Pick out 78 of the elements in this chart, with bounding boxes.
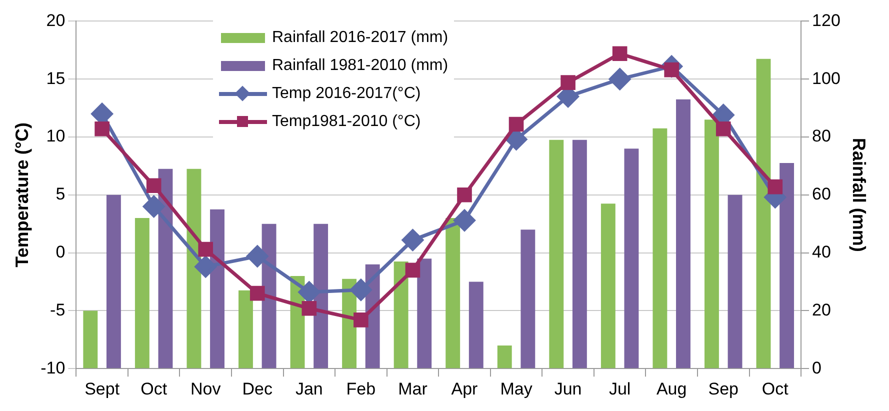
point: [457, 187, 472, 202]
point: [146, 178, 162, 194]
point: [402, 229, 424, 251]
bar: [676, 99, 690, 368]
point: [768, 179, 783, 194]
point: [612, 46, 628, 62]
bar: [704, 120, 719, 368]
x-tick-label: Mar: [398, 379, 428, 398]
bar: [728, 194, 742, 368]
y-axis-title: Temperature (°C): [12, 122, 32, 268]
bar: [600, 204, 616, 368]
point: [143, 196, 165, 218]
point: [302, 300, 317, 316]
legend-label: Rainfall 2016-2017 (mm): [272, 29, 448, 47]
bar: [210, 209, 224, 368]
y2-tick-label: 20: [812, 300, 831, 320]
y2-tick-label: 80: [812, 126, 831, 146]
point: [350, 279, 372, 301]
y-tick-label: 10: [46, 126, 66, 146]
bar: [549, 140, 564, 368]
bar: [572, 140, 587, 368]
bar: [497, 345, 512, 368]
x-tick-label: Dec: [242, 379, 273, 398]
bar: [134, 218, 150, 368]
y-tick-label: 0: [56, 242, 66, 262]
y-tick-label: 5: [56, 184, 66, 204]
bar: [780, 163, 794, 368]
point: [298, 281, 320, 303]
y2-tick-label: 60: [812, 184, 831, 204]
bar: [394, 261, 408, 368]
legend-label: Temp1981-2010 (°C): [272, 113, 421, 131]
point: [454, 210, 476, 232]
x-tick-label: Nov: [190, 379, 222, 398]
bar: [446, 218, 460, 368]
bar: [186, 168, 202, 368]
bar: [417, 258, 432, 368]
y2-tick-label: 0: [812, 358, 822, 378]
y2-tick-label: 40: [812, 242, 831, 262]
y2-axis-title: Rainfall (mm): [849, 138, 870, 252]
point: [194, 256, 216, 278]
point: [354, 312, 368, 328]
x-tick-label: Sep: [708, 379, 738, 398]
point: [508, 116, 524, 132]
bar: [652, 128, 668, 368]
bar: [520, 230, 536, 368]
x-tick-label: Sept: [84, 379, 120, 398]
bar: [238, 290, 253, 368]
point: [609, 68, 631, 90]
y-tick-label: -5: [50, 300, 66, 320]
y2-tick-label: 100: [812, 68, 840, 88]
y-tick-label: 20: [46, 10, 66, 30]
point: [250, 286, 265, 301]
x-tick-label: May: [500, 379, 533, 398]
x-tick-label: Oct: [140, 379, 168, 398]
point: [94, 121, 110, 136]
bar: [468, 282, 484, 368]
legend-label: Rainfall 1981-2010 (mm): [272, 57, 448, 75]
legend-label: Temp 2016-2017(°C): [272, 85, 421, 103]
bar: [262, 224, 276, 368]
bar: [624, 148, 639, 368]
point: [716, 121, 731, 136]
point: [560, 75, 576, 90]
y2-tick-label: 120: [812, 10, 840, 30]
x-tick-label: Aug: [656, 379, 687, 398]
x-tick-label: Jan: [295, 379, 323, 398]
x-tick-label: Oct: [762, 379, 789, 398]
bar: [83, 310, 98, 368]
x-tick-label: Jul: [608, 379, 631, 398]
bar: [106, 194, 121, 368]
x-tick-label: Jun: [554, 379, 582, 398]
y-tick-label: -10: [40, 358, 66, 378]
point: [405, 262, 420, 278]
x-tick-label: Apr: [451, 379, 478, 398]
x-tick-label: Feb: [346, 379, 376, 398]
point: [246, 246, 268, 268]
y-tick-label: 15: [46, 68, 66, 88]
point: [198, 242, 214, 257]
bar: [314, 224, 328, 368]
